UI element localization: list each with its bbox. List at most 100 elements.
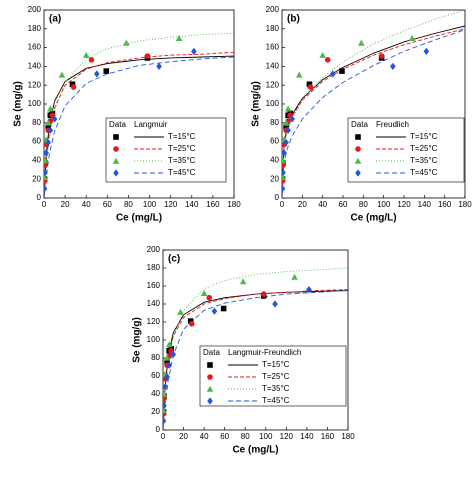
legend-marker [207,397,213,405]
x-axis-label: Ce (mg/L) [116,213,162,224]
data-point [191,47,197,55]
y-tick-label: 200 [28,5,42,14]
data-point [144,53,151,59]
data-point [44,185,48,193]
y-tick-label: 80 [32,118,41,127]
plot-content [282,10,465,198]
y-tick-label: 40 [151,389,160,398]
data-point [163,417,167,425]
data-point [378,53,385,59]
data-point [289,115,295,123]
y-tick-label: 80 [151,353,160,362]
panel-label: (a) [49,14,61,25]
data-point [260,291,267,297]
fit-line [44,33,234,198]
y-tick-label: 100 [266,99,280,108]
data-point [44,169,48,177]
data-point [88,57,95,63]
legend-label: T=25°C [168,144,196,153]
y-tick-label: 60 [270,137,279,146]
x-tick-label: 20 [298,200,307,209]
data-point [339,68,345,74]
y-tick-label: 100 [28,99,42,108]
legend-header: Data [109,120,126,129]
data-point [283,123,289,130]
data-point [200,289,208,296]
legend-marker [113,146,119,152]
data-point [45,138,52,147]
x-tick-label: 160 [438,200,452,209]
data-point [82,51,90,58]
legend-marker [207,362,213,368]
x-tick-label: 60 [339,200,348,209]
data-point [306,81,313,88]
y-tick-label: 60 [151,371,160,380]
data-point [103,68,110,74]
x-tick-label: 60 [220,432,229,441]
x-tick-label: 160 [206,200,220,209]
data-point [44,157,49,164]
data-point [163,402,167,410]
y-tick-label: 0 [275,193,280,202]
y-tick-label: 100 [147,335,161,344]
data-point [283,138,289,147]
data-point [291,273,298,280]
data-point [358,39,365,46]
y-tick-label: 200 [147,245,161,254]
y-tick-label: 120 [28,80,42,89]
data-point [163,390,168,397]
legend-label: T=25°C [410,144,438,153]
y-tick-label: 140 [266,62,280,71]
legend-marker [355,169,361,177]
data-point [93,70,100,78]
legend-label: T=15°C [168,132,196,141]
data-point [187,318,194,324]
legend-label: T=25°C [262,372,290,381]
data-point [123,39,130,46]
legend-label: T=35°C [262,384,290,393]
x-tick-label: 100 [377,200,391,209]
x-tick-label: 20 [179,432,188,441]
x-tick-label: 100 [143,200,157,209]
fit-line [282,28,465,198]
data-point [285,126,291,134]
data-point [170,350,177,358]
x-tick-label: 80 [124,200,133,209]
x-tick-label: 120 [397,200,411,209]
legend-box [105,117,227,183]
data-point [51,115,58,123]
y-tick-label: 120 [266,80,280,89]
data-point [330,70,336,78]
legend-label: T=45°C [262,396,290,405]
data-point [423,47,430,55]
legend-header: Freudlich [376,120,409,129]
x-tick-label: 40 [82,200,91,209]
data-point [69,81,76,88]
data-point [390,62,396,70]
legend-marker [355,146,361,152]
x-axis-label: Ce (mg/L) [232,445,278,456]
legend-label: T=35°C [410,156,438,165]
data-point [166,361,172,369]
data-point [295,71,303,78]
y-tick-label: 0 [37,193,42,202]
data-point [272,300,278,308]
legend-marker [113,169,119,177]
data-point [70,84,77,90]
legend-label: T=45°C [410,168,438,177]
y-tick-label: 140 [28,62,42,71]
y-tick-label: 180 [266,24,280,33]
legend-marker [207,374,213,380]
x-tick-label: 80 [359,200,368,209]
y-tick-label: 140 [147,299,161,308]
x-tick-label: 120 [164,200,178,209]
y-axis-label: Se (mg/g) [13,81,24,127]
data-point [408,34,416,41]
legend-header: Langmuir-Freundlich [228,348,301,357]
x-tick-label: 160 [321,432,335,441]
data-point [211,307,218,315]
x-tick-label: 40 [200,432,209,441]
y-tick-label: 40 [32,156,41,165]
legend-marker [113,134,119,140]
x-tick-label: 80 [241,432,250,441]
